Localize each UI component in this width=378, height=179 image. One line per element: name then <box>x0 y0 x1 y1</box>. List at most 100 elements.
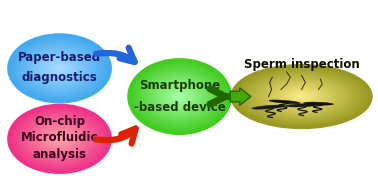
Ellipse shape <box>274 84 329 109</box>
Ellipse shape <box>27 117 92 160</box>
Ellipse shape <box>282 88 321 105</box>
Ellipse shape <box>139 67 220 126</box>
Ellipse shape <box>136 65 223 128</box>
Text: Microfluidic: Microfluidic <box>21 130 98 144</box>
Ellipse shape <box>39 55 80 82</box>
Ellipse shape <box>304 102 333 105</box>
Ellipse shape <box>9 105 110 172</box>
Ellipse shape <box>54 136 65 142</box>
Ellipse shape <box>37 124 82 154</box>
Ellipse shape <box>290 92 313 101</box>
Text: analysis: analysis <box>33 148 87 161</box>
Ellipse shape <box>249 73 354 120</box>
Ellipse shape <box>169 88 191 105</box>
Ellipse shape <box>38 54 81 82</box>
Ellipse shape <box>172 91 188 102</box>
Ellipse shape <box>22 44 97 93</box>
Ellipse shape <box>36 53 83 84</box>
Ellipse shape <box>45 59 74 78</box>
Ellipse shape <box>20 42 99 94</box>
Ellipse shape <box>164 86 195 108</box>
Text: Smartphone: Smartphone <box>139 79 220 93</box>
Ellipse shape <box>252 105 285 109</box>
Ellipse shape <box>150 75 209 118</box>
Text: On-chip: On-chip <box>34 115 85 128</box>
Text: Paper-based: Paper-based <box>18 51 101 64</box>
Ellipse shape <box>267 81 336 112</box>
Ellipse shape <box>169 89 190 104</box>
Ellipse shape <box>235 67 368 126</box>
Ellipse shape <box>177 94 183 99</box>
Ellipse shape <box>45 129 74 148</box>
Ellipse shape <box>242 70 361 123</box>
Ellipse shape <box>10 36 109 101</box>
Ellipse shape <box>163 84 197 109</box>
Ellipse shape <box>18 112 101 166</box>
Ellipse shape <box>166 87 193 106</box>
Ellipse shape <box>24 45 95 92</box>
Ellipse shape <box>35 123 84 155</box>
Ellipse shape <box>17 111 102 167</box>
Ellipse shape <box>17 40 102 96</box>
Ellipse shape <box>30 49 89 88</box>
Ellipse shape <box>243 71 360 122</box>
Ellipse shape <box>57 67 62 70</box>
Ellipse shape <box>238 68 366 125</box>
Ellipse shape <box>38 125 81 153</box>
Ellipse shape <box>293 93 310 100</box>
Ellipse shape <box>27 47 92 90</box>
Ellipse shape <box>257 77 346 116</box>
Ellipse shape <box>19 112 100 166</box>
Ellipse shape <box>11 36 108 100</box>
Ellipse shape <box>56 136 64 142</box>
Ellipse shape <box>59 68 60 69</box>
Ellipse shape <box>50 133 69 145</box>
Ellipse shape <box>57 137 62 140</box>
Ellipse shape <box>129 60 230 133</box>
Ellipse shape <box>53 135 66 143</box>
Text: diagnostics: diagnostics <box>22 71 98 84</box>
Ellipse shape <box>141 69 218 124</box>
Ellipse shape <box>43 58 76 79</box>
Ellipse shape <box>47 60 72 76</box>
Ellipse shape <box>155 79 204 114</box>
Ellipse shape <box>285 104 318 107</box>
Ellipse shape <box>12 107 107 170</box>
Ellipse shape <box>265 81 338 113</box>
Ellipse shape <box>31 120 88 158</box>
Ellipse shape <box>289 91 314 102</box>
Ellipse shape <box>160 82 200 111</box>
Ellipse shape <box>24 115 95 162</box>
Ellipse shape <box>292 92 311 101</box>
Text: -based device: -based device <box>134 101 226 114</box>
Ellipse shape <box>286 90 317 103</box>
Ellipse shape <box>148 74 211 119</box>
Ellipse shape <box>32 50 87 86</box>
Ellipse shape <box>137 66 222 127</box>
Ellipse shape <box>234 66 370 127</box>
Ellipse shape <box>294 93 308 100</box>
Ellipse shape <box>256 76 347 117</box>
Ellipse shape <box>47 131 72 147</box>
Ellipse shape <box>14 109 105 169</box>
Ellipse shape <box>33 122 86 156</box>
Ellipse shape <box>260 78 343 115</box>
Ellipse shape <box>245 71 358 122</box>
Ellipse shape <box>40 56 79 81</box>
Ellipse shape <box>157 80 202 113</box>
Ellipse shape <box>31 50 88 87</box>
Ellipse shape <box>250 74 353 119</box>
Ellipse shape <box>156 80 203 113</box>
Ellipse shape <box>37 54 82 83</box>
Ellipse shape <box>15 39 104 98</box>
Ellipse shape <box>50 62 70 75</box>
Ellipse shape <box>29 119 90 159</box>
Ellipse shape <box>170 90 189 103</box>
Ellipse shape <box>23 115 96 163</box>
Ellipse shape <box>275 85 328 108</box>
Ellipse shape <box>44 129 75 149</box>
Ellipse shape <box>19 42 100 95</box>
Ellipse shape <box>179 96 181 97</box>
Ellipse shape <box>269 100 301 104</box>
Ellipse shape <box>284 89 320 105</box>
